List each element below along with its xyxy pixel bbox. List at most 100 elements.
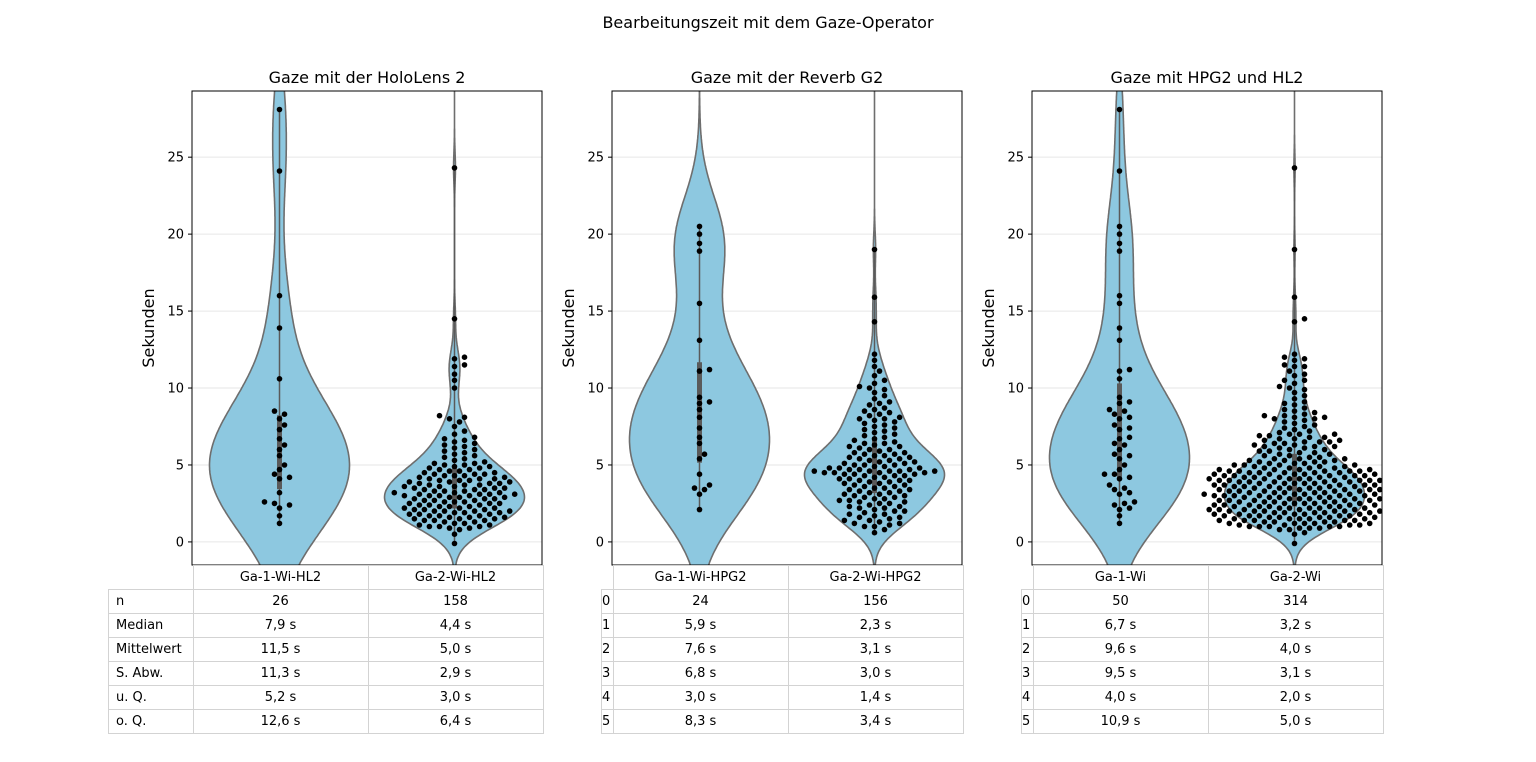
data-point	[1101, 471, 1108, 478]
data-point	[851, 482, 858, 488]
data-point	[881, 505, 888, 511]
data-point	[1306, 496, 1313, 502]
data-point	[1276, 526, 1283, 533]
data-point	[276, 489, 283, 496]
data-point	[881, 392, 888, 399]
data-point	[481, 517, 488, 524]
data-point	[1241, 474, 1248, 481]
data-point	[511, 491, 518, 498]
data-point	[451, 472, 458, 479]
data-point	[1316, 505, 1323, 511]
data-point	[861, 462, 868, 468]
data-point	[1126, 505, 1133, 511]
data-point	[1281, 425, 1288, 431]
data-point	[1291, 246, 1298, 253]
data-point	[1291, 319, 1298, 325]
data-point	[1256, 448, 1263, 454]
data-point	[406, 479, 413, 485]
data-point	[1251, 474, 1258, 481]
data-point	[696, 394, 703, 401]
data-point	[1246, 502, 1253, 508]
data-point	[276, 376, 283, 382]
data-point	[1226, 497, 1233, 504]
data-point	[871, 396, 878, 402]
data-point	[1241, 506, 1248, 513]
panel-title: Gaze mit der HoloLens 2	[269, 68, 466, 87]
data-point	[881, 377, 888, 384]
data-point	[691, 485, 698, 491]
data-point	[1331, 499, 1338, 505]
data-point	[1206, 506, 1212, 513]
data-point	[471, 497, 478, 504]
data-point	[1301, 445, 1308, 451]
data-point	[881, 511, 888, 517]
data-point	[856, 445, 863, 451]
data-point	[1311, 409, 1318, 416]
data-point	[1286, 385, 1293, 391]
data-point	[1266, 494, 1273, 501]
data-point	[1236, 511, 1243, 517]
data-point	[1221, 482, 1228, 488]
table-cell: 5,9 s	[612, 613, 789, 638]
y-tick-label: 0	[176, 535, 184, 550]
data-point	[451, 371, 458, 378]
data-point	[401, 492, 408, 499]
table-cell: 26	[192, 589, 369, 614]
data-point	[481, 486, 488, 493]
data-point	[1311, 480, 1318, 487]
data-point	[451, 463, 458, 470]
data-point	[1226, 508, 1233, 514]
data-point	[276, 513, 283, 519]
table-row-label: Mittelwert	[108, 637, 194, 662]
data-point	[401, 483, 408, 490]
data-point	[881, 452, 888, 459]
table-row: 4 3,0 s 1,4 s	[601, 685, 964, 710]
data-point	[871, 406, 878, 413]
data-point	[851, 437, 858, 444]
data-point	[1321, 479, 1328, 485]
stats-table-3: Ga-1-Wi Ga-2-Wi 0 50 314 1 6,7 s 3,2 s 2 9,6 s 4,0…	[1021, 565, 1384, 734]
data-point	[1291, 372, 1298, 379]
data-point	[1261, 465, 1268, 471]
data-point	[1221, 472, 1228, 479]
table-col-header: Ga-1-Wi	[1032, 565, 1209, 590]
data-point	[1266, 514, 1273, 521]
data-point	[871, 294, 878, 301]
data-point	[451, 445, 458, 451]
data-point	[451, 489, 458, 496]
table-row: S. Abw. 11,3 s 2,9 s	[108, 661, 544, 686]
data-point	[416, 480, 423, 487]
data-point	[1116, 248, 1123, 254]
table-row-label: 5	[601, 709, 614, 734]
data-point	[426, 492, 433, 499]
data-point	[1301, 460, 1308, 467]
table-cell: 3,0 s	[367, 685, 544, 710]
data-point	[1231, 472, 1238, 479]
data-point	[1281, 377, 1288, 384]
data-point	[881, 428, 888, 434]
data-point	[861, 451, 868, 458]
data-point	[1382, 491, 1388, 497]
data-point	[871, 485, 878, 491]
data-point	[481, 506, 488, 513]
data-point	[1216, 466, 1223, 473]
data-point	[461, 509, 468, 516]
data-point	[1111, 471, 1118, 478]
data-point	[1291, 491, 1298, 498]
data-point	[891, 494, 898, 501]
data-point	[431, 497, 438, 504]
data-point	[846, 497, 853, 504]
data-point	[1251, 463, 1258, 470]
data-point	[1276, 474, 1283, 481]
data-point	[446, 525, 453, 531]
data-point	[1281, 440, 1288, 447]
table-row-label: 1	[601, 613, 614, 638]
data-point	[866, 489, 873, 496]
data-point	[281, 442, 288, 448]
data-point	[1361, 472, 1368, 479]
data-point	[1281, 419, 1288, 425]
data-point	[1271, 499, 1278, 505]
data-point	[416, 522, 423, 528]
data-point	[1286, 431, 1293, 438]
data-point	[1301, 480, 1308, 487]
